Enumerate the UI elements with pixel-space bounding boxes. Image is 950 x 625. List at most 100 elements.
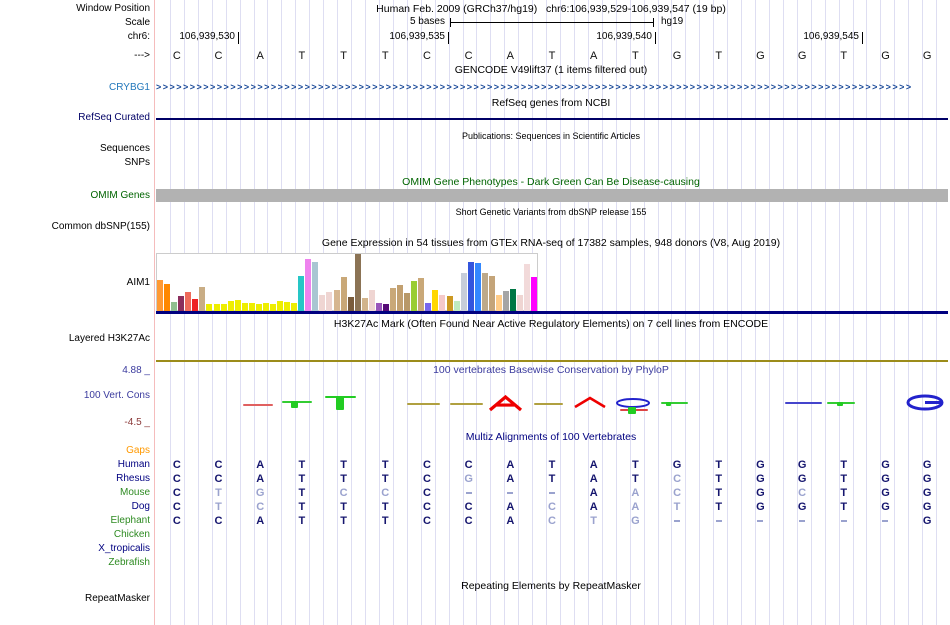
gtex-expression-bar[interactable] — [418, 278, 425, 307]
strand-label[interactable]: ---> — [134, 50, 150, 61]
gtex-expression-bar[interactable] — [347, 297, 354, 307]
gtex-expression-bar[interactable] — [375, 303, 382, 307]
gtex-expression-bar[interactable] — [517, 295, 524, 307]
gtex-gene-label[interactable]: AIM1 — [126, 277, 150, 288]
gtex-expression-bar[interactable] — [446, 296, 453, 307]
gtex-expression-bar[interactable] — [192, 299, 199, 307]
gtex-expression-bar[interactable] — [199, 287, 206, 307]
repeatmasker-title[interactable]: Repeating Elements by RepeatMasker — [461, 580, 641, 592]
gtex-expression-bar[interactable] — [368, 290, 375, 307]
gtex-expression-bar[interactable] — [474, 263, 481, 307]
gtex-expression-bar[interactable] — [390, 288, 396, 307]
gtex-expression-bar[interactable] — [185, 292, 192, 307]
gtex-expression-bar[interactable] — [495, 295, 502, 307]
gtex-expression-bar[interactable] — [284, 302, 291, 307]
elephant-row-label[interactable]: Elephant — [110, 515, 150, 526]
h3k27ac-title[interactable]: H3K27Ac Mark (Often Found Near Active Re… — [333, 318, 769, 330]
gtex-expression-bar[interactable] — [382, 304, 389, 307]
vert-cons-label[interactable]: 100 Vert. Cons — [83, 390, 150, 401]
gtex-expression-bar[interactable] — [220, 304, 227, 307]
gtex-expression-bar[interactable] — [171, 302, 178, 307]
omim-genes-label[interactable]: OMIM Genes — [90, 190, 150, 201]
gtex-expression-bar[interactable] — [404, 293, 411, 307]
gtex-expression-bar[interactable] — [164, 284, 171, 307]
phylop-max-label[interactable]: 4.88 _ — [122, 365, 150, 376]
gtex-expression-bar[interactable] — [361, 298, 368, 307]
gtex-expression-bar[interactable] — [481, 273, 488, 307]
gtex-expression-bar[interactable] — [502, 291, 509, 307]
gtex-expression-bar[interactable] — [524, 264, 531, 307]
alignment-base: G — [922, 515, 932, 527]
gtex-expression-bar[interactable] — [340, 277, 347, 307]
alignment-base: A — [506, 501, 515, 513]
gtex-expression-bar[interactable] — [157, 280, 163, 307]
phylop-min-label[interactable]: -4.5 _ — [124, 417, 150, 428]
gtex-expression-bar[interactable] — [510, 289, 516, 307]
refseq-curated-label[interactable]: RefSeq Curated — [78, 112, 150, 123]
gencode-gene-label[interactable]: CRYBG1 — [109, 82, 150, 93]
mouse-row-label[interactable]: Mouse — [119, 487, 150, 498]
chicken-row-label[interactable]: Chicken — [113, 529, 150, 540]
gencode-transcript-arrows[interactable]: >>>>>>>>>>>>>>>>>>>>>>>>>>>>>>>>>>>>>>>>… — [156, 82, 913, 92]
gtex-expression-bar[interactable] — [206, 304, 213, 307]
xtropicalis-row-label[interactable]: X_tropicalis — [98, 543, 150, 554]
gtex-expression-bar[interactable] — [439, 295, 446, 307]
dog-row-label[interactable]: Dog — [131, 501, 150, 512]
gtex-expression-bar[interactable] — [326, 292, 333, 307]
sequences-label[interactable]: Sequences — [99, 143, 150, 154]
gtex-expression-bar[interactable] — [354, 254, 361, 307]
gtex-expression-bar[interactable] — [213, 304, 220, 307]
gtex-expression-bar[interactable] — [397, 285, 403, 307]
gtex-expression-bar[interactable] — [319, 295, 326, 307]
gtex-expression-bar[interactable] — [248, 303, 255, 307]
window-position-label[interactable]: Window Position — [76, 3, 150, 14]
gtex-expression-bar[interactable] — [178, 296, 185, 307]
gtex-expression-bar[interactable] — [234, 300, 241, 307]
alignment-base: T — [673, 501, 681, 513]
gtex-tissue-chip — [397, 307, 403, 311]
phylop-mark-dash — [282, 401, 312, 403]
gtex-expression-bar[interactable] — [425, 303, 432, 307]
gtex-expression-bar[interactable] — [460, 273, 467, 307]
gtex-expression-bar[interactable] — [241, 303, 248, 307]
gtex-expression-bar[interactable] — [432, 290, 439, 307]
sequence-base: G — [881, 50, 890, 62]
dbsnp-title[interactable]: Short Genetic Variants from dbSNP releas… — [455, 207, 647, 217]
gtex-expression-bar[interactable] — [467, 262, 474, 307]
gtex-expression-bar[interactable] — [312, 262, 319, 307]
gaps-row-label[interactable]: Gaps — [126, 445, 150, 456]
gtex-expression-bar[interactable] — [277, 301, 283, 307]
alignment-base: T — [715, 473, 723, 485]
gtex-expression-bar[interactable] — [298, 276, 305, 307]
zebrafish-row-label[interactable]: Zebrafish — [108, 557, 150, 568]
phylop-title[interactable]: 100 vertebrates Basewise Conservation by… — [433, 364, 669, 376]
common-dbsnp-label[interactable]: Common dbSNP(155) — [51, 221, 150, 232]
gtex-expression-bar[interactable] — [262, 303, 269, 307]
gtex-expression-bar[interactable] — [270, 304, 276, 307]
gencode-title[interactable]: GENCODE V49lift37 (1 items filtered out) — [454, 64, 648, 76]
human-row-label[interactable]: Human — [117, 459, 150, 470]
refseq-title[interactable]: RefSeq genes from NCBI — [491, 97, 611, 109]
repeatmasker-label[interactable]: RepeatMasker — [84, 593, 150, 604]
alignment-base: T — [340, 459, 347, 471]
gtex-expression-bar[interactable] — [255, 304, 262, 307]
gtex-expression-bar[interactable] — [291, 303, 298, 307]
omim-title[interactable]: OMIM Gene Phenotypes - Dark Green Can Be… — [402, 176, 700, 188]
scale-bar-right-tick — [653, 18, 654, 27]
multiz-title[interactable]: Multiz Alignments of 100 Vertebrates — [465, 431, 637, 443]
gtex-expression-bar[interactable] — [227, 301, 234, 307]
gtex-title[interactable]: Gene Expression in 54 tissues from GTEx … — [321, 237, 781, 249]
scale-label[interactable]: Scale — [124, 17, 150, 28]
gtex-expression-bar[interactable] — [488, 276, 495, 307]
gtex-expression-bar[interactable] — [453, 301, 460, 307]
layered-h3k27ac-label[interactable]: Layered H3K27Ac — [68, 333, 150, 344]
gtex-expression-bar[interactable] — [411, 281, 418, 307]
gtex-expression-bar[interactable] — [333, 290, 340, 307]
gtex-expression-bar[interactable] — [531, 277, 538, 307]
publications-title[interactable]: Publications: Sequences in Scientific Ar… — [461, 131, 641, 141]
snps-label[interactable]: SNPs — [124, 157, 150, 168]
rhesus-row-label[interactable]: Rhesus — [116, 473, 150, 484]
gtex-expression-bar[interactable] — [305, 259, 312, 307]
gtex-tissue-chip — [234, 307, 241, 311]
chrom-label[interactable]: chr6: — [127, 31, 150, 42]
